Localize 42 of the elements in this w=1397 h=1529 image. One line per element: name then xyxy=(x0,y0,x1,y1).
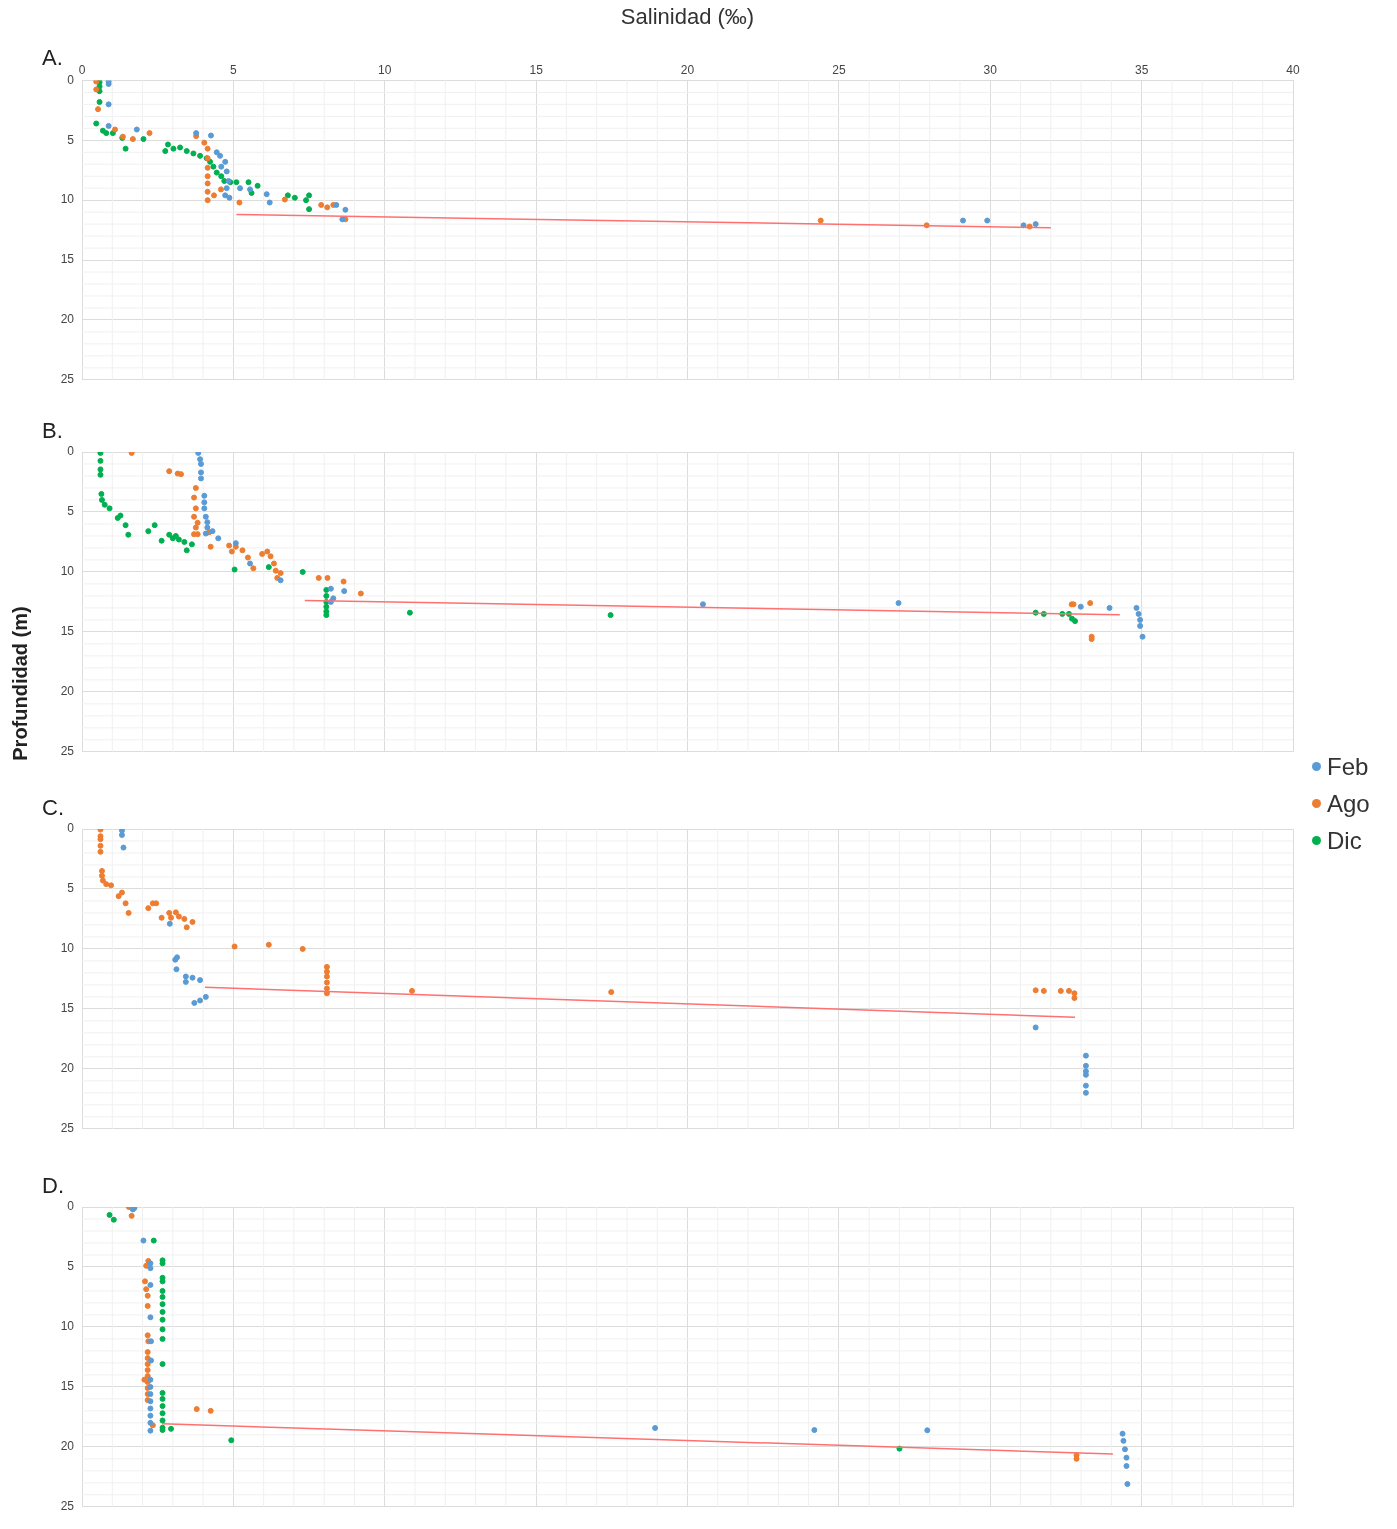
y-tick-label: 0 xyxy=(67,444,75,459)
legend-label: Dic xyxy=(1327,826,1362,855)
y-tick-label: 15 xyxy=(60,624,75,639)
chart-title: D. xyxy=(42,1173,64,1199)
y-tick-label: 10 xyxy=(60,941,75,956)
y-tick-label: 15 xyxy=(60,1001,75,1016)
y-tick-label: 25 xyxy=(60,1121,75,1136)
x-tick-label: 35 xyxy=(1134,62,1149,77)
x-tick-label: 30 xyxy=(983,62,998,77)
y-tick-label: 25 xyxy=(60,744,75,759)
y-tick-label: 20 xyxy=(60,1061,75,1076)
y-axis-title: Profundidad (m) xyxy=(8,605,32,763)
x-tick-label: 20 xyxy=(680,62,695,77)
y-tick-label: 25 xyxy=(60,372,75,387)
y-tick-label: 0 xyxy=(67,72,75,87)
y-tick-label: 10 xyxy=(60,564,75,579)
legend-label: Feb xyxy=(1327,752,1369,781)
y-tick-label: 10 xyxy=(60,1319,75,1334)
chart-title: B. xyxy=(42,418,63,444)
x-tick-label: 40 xyxy=(1286,62,1300,77)
x-tick-label: 10 xyxy=(378,62,392,77)
y-tick-label: 5 xyxy=(67,504,75,519)
y-tick-label: 5 xyxy=(67,881,75,896)
y-tick-label: 25 xyxy=(60,1499,75,1514)
y-tick-label: 10 xyxy=(60,192,75,207)
y-tick-label: 20 xyxy=(60,1439,75,1454)
x-tick-label: 0 xyxy=(78,62,86,77)
y-tick-label: 15 xyxy=(60,1379,75,1394)
x-tick-label: 25 xyxy=(832,62,846,77)
y-tick-label: 0 xyxy=(67,1199,75,1214)
x-tick-label: 5 xyxy=(230,62,238,77)
x-axis-title: Salinidad (‰) xyxy=(619,4,756,30)
legend-label: Ago xyxy=(1327,789,1370,818)
chart-title: A. xyxy=(42,45,63,71)
y-tick-label: 5 xyxy=(67,132,75,147)
y-tick-label: 20 xyxy=(60,684,75,699)
y-tick-label: 20 xyxy=(60,312,75,327)
y-tick-label: 5 xyxy=(67,1259,75,1274)
x-tick-label: 15 xyxy=(529,62,544,77)
chart-title: C. xyxy=(42,795,64,821)
y-tick-label: 15 xyxy=(60,252,75,267)
y-tick-label: 0 xyxy=(67,821,75,836)
